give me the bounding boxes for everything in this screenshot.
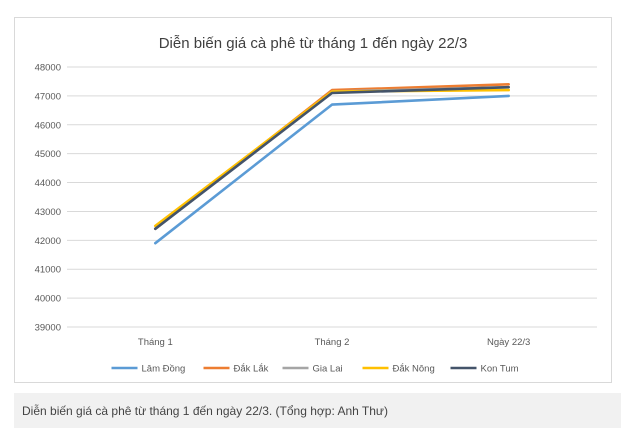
y-tick-label: 44000	[35, 178, 61, 189]
y-axis-ticks: 39000 40000 41000 42000 43000 44000 45000 46000…	[35, 63, 61, 334]
series-line-3	[154, 88, 511, 228]
legend-item: Kon Tum	[450, 364, 519, 375]
legend-item: Đắk Lắk	[203, 364, 269, 375]
y-tick-label: 39000	[35, 323, 61, 334]
series-line-2	[154, 85, 511, 231]
legend-item: Lâm Đồng	[111, 364, 186, 375]
x-tick-label: Tháng 2	[315, 337, 350, 348]
legend-label: Kon Tum	[481, 364, 519, 375]
y-tick-label: 46000	[35, 120, 61, 131]
legend-label: Lâm Đồng	[142, 364, 186, 375]
y-tick-label: 43000	[35, 207, 61, 218]
series-line-0	[154, 94, 511, 245]
legend-label: Đắk Nông	[393, 364, 435, 375]
y-tick-label: 45000	[35, 149, 61, 160]
y-tick-label: 41000	[35, 265, 61, 276]
y-tick-label: 42000	[35, 236, 61, 247]
x-tick-label: Ngày 22/3	[487, 337, 530, 348]
chart-container: Diễn biến giá cà phê từ tháng 1 đến ngày…	[14, 17, 612, 383]
x-tick-label: Tháng 1	[138, 337, 173, 348]
figure-caption: Diễn biến giá cà phê từ tháng 1 đến ngày…	[14, 393, 621, 428]
series-lines	[154, 83, 511, 245]
series-line-4	[154, 85, 511, 231]
legend-label: Gia Lai	[313, 364, 343, 375]
y-tick-label: 47000	[35, 91, 61, 102]
legend: Lâm Đồng Đắk Lắk Gia Lai Đắk Nông Kon Tum	[111, 364, 519, 375]
y-tick-label: 40000	[35, 294, 61, 305]
gridlines	[67, 66, 597, 328]
line-chart: Diễn biến giá cà phê từ tháng 1 đến ngày…	[35, 35, 597, 375]
y-tick-label: 48000	[35, 63, 61, 74]
legend-item: Gia Lai	[282, 364, 343, 375]
legend-item: Đắk Nông	[362, 364, 435, 375]
x-axis-ticks: Tháng 1 Tháng 2 Ngày 22/3	[138, 337, 530, 348]
legend-label: Đắk Lắk	[234, 364, 269, 375]
chart-title: Diễn biến giá cà phê từ tháng 1 đến ngày…	[159, 35, 468, 52]
